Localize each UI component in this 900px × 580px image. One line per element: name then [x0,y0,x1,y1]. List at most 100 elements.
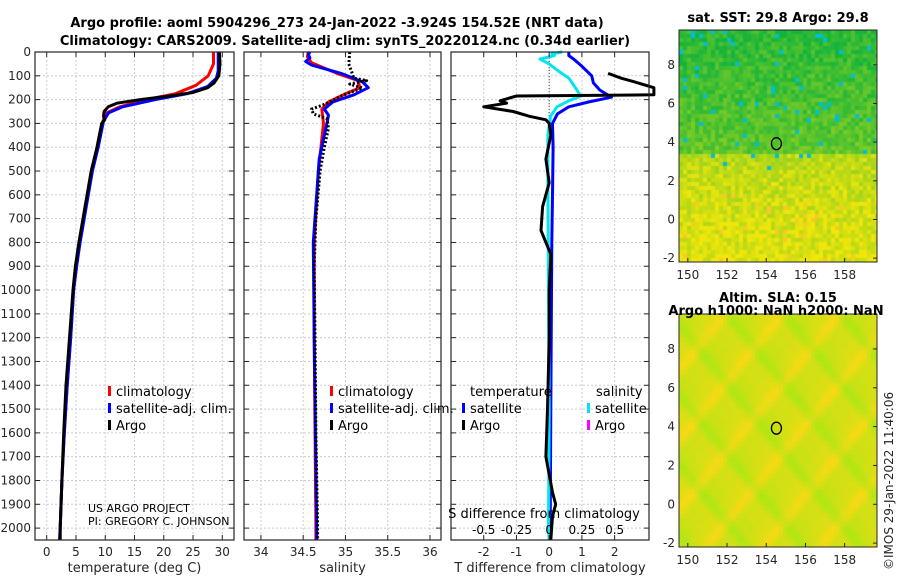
lon-tick-label: 154 [755,553,778,567]
axes-frame [34,51,235,541]
legend-item: Argo [338,419,368,434]
lat-tick-label: 4 [667,420,675,434]
lat-tick-label: 0 [667,497,675,511]
y-tick-label: 300 [8,116,31,130]
lon-tick-label: 158 [833,268,856,282]
x-tick-label: 36 [422,545,437,559]
y-tick-label: 900 [8,259,31,273]
s-diff-tick-label: 0.25 [569,523,596,537]
y-tick-label: 0 [23,45,31,59]
y-tick-label: 1200 [0,331,31,345]
legend-swatch [587,403,590,413]
legend-swatch [330,386,333,396]
s-diff-tick-label: -0.25 [501,523,532,537]
lat-tick-label: -2 [663,251,675,265]
axes-frame [450,51,650,541]
legend-swatch [462,403,465,413]
figure-title-line1: Argo profile: aoml 5904296_273 24-Jan-20… [70,16,603,31]
x-tick-label: 0 [43,545,51,559]
legend-item: Argo [595,419,625,434]
x-axis-label: salinity [319,561,366,576]
imos-watermark: ©IMOS 29-Jan-2022 11:40:06 [882,392,896,570]
x-tick-label: 15 [127,545,142,559]
figure-title-line2: Climatology: CARS2009. Satellite-adj cli… [60,34,630,49]
map-frame [678,313,878,548]
axes-frame [243,51,442,541]
series-line-argo [310,51,369,540]
legend-item: satellite-adj. clim. [116,402,232,417]
x-tick-label: 0 [545,545,553,559]
x-tick-label: 2 [611,545,619,559]
y-tick-label: 1300 [0,354,31,368]
lat-tick-label: 6 [667,96,675,110]
map-frame [678,29,878,263]
map-panel-1: 150 152 154 156 158 -2 0 2 4 6 8 sat. SST: 29.8 Arg… [663,11,878,282]
series-line-satellite-adj-clim- [304,51,370,540]
legend-item: satellite [470,402,522,417]
x-tick-label: -1 [510,545,522,559]
x-tick-label: 34.5 [290,545,317,559]
legend-item: climatology [116,385,192,400]
x-tick-label: 10 [98,545,113,559]
lat-tick-label: 4 [667,135,675,149]
y-tick-label: 1000 [0,283,31,297]
s-diff-tick-label: 0.5 [605,523,624,537]
lon-tick-label: 150 [676,553,699,567]
legend-item: satellite [595,402,647,417]
y-tick-label: 1100 [0,307,31,321]
series-line-climatology [58,52,215,541]
y-tick-label: 200 [8,93,31,107]
profile-panel-1: 0 5 10 15 20 25 300100200300400500600700800900… [0,45,235,576]
x-tick-label: 34 [253,545,268,559]
legend-swatch [330,403,333,413]
legend-swatch [330,420,333,430]
legend-item: Argo [470,419,500,434]
y-tick-label: 2000 [0,521,31,535]
project-credit: US ARGO PROJECT [88,502,190,515]
lat-tick-label: 6 [667,381,675,395]
x-tick-label: 20 [156,545,171,559]
lat-tick-label: 2 [667,174,675,188]
s-diff-tick-label: -0.5 [472,523,495,537]
s-diff-tick-label: 0 [545,523,553,537]
y-tick-label: 1800 [0,473,31,487]
x-tick-label: 35 [338,545,353,559]
legend-swatch [108,386,111,396]
profile-panel-3: -2 -1 0 1 2 T difference from climatology temp… [448,50,656,576]
legend-swatch [108,420,111,430]
map-subtitle: Argo h1000: NaN h2000: NaN [668,304,883,319]
map-title: Altim. SLA: 0.15 [719,291,837,306]
pi-credit: PI: GREGORY C. JOHNSON [88,515,229,528]
y-tick-label: 1600 [0,426,31,440]
lon-tick-label: 154 [755,268,778,282]
x-tick-label: -2 [478,545,490,559]
series-line-t-satellite [548,52,613,540]
legend-swatch [587,420,590,430]
y-tick-label: 1500 [0,402,31,416]
series-line-argo [58,51,222,540]
legend-item: Argo [116,419,146,434]
y-tick-label: 1900 [0,497,31,511]
map-panel-2: 150 152 154 156 158 -2 0 2 4 6 8 Altim. SLA: 0.15Ar… [663,291,884,567]
series-line-satellite-adj-clim- [58,52,220,541]
legend-swatch [462,420,465,430]
lat-tick-label: 8 [667,58,675,72]
lon-tick-label: 158 [833,553,856,567]
x-tick-label: 30 [215,545,230,559]
map-title: sat. SST: 29.8 Argo: 29.8 [687,11,868,26]
x-tick-label: 35.5 [374,545,401,559]
lat-tick-label: 8 [667,342,675,356]
lon-tick-label: 156 [794,553,817,567]
argo-position-marker [770,137,783,151]
y-tick-label: 800 [8,235,31,249]
argo-position-marker [770,421,783,435]
profile-panel-2: 34 34.5 35 35.5 36 salinity climatology satelli… [243,51,454,576]
x-axis-label: temperature (deg C) [68,561,202,576]
y-tick-label: 400 [8,140,31,154]
lon-tick-label: 156 [794,268,817,282]
x-tick-label: 1 [578,545,586,559]
series-line-t-argo [482,71,656,541]
y-tick-label: 1700 [0,450,31,464]
series-line-s-satellite [538,50,583,541]
